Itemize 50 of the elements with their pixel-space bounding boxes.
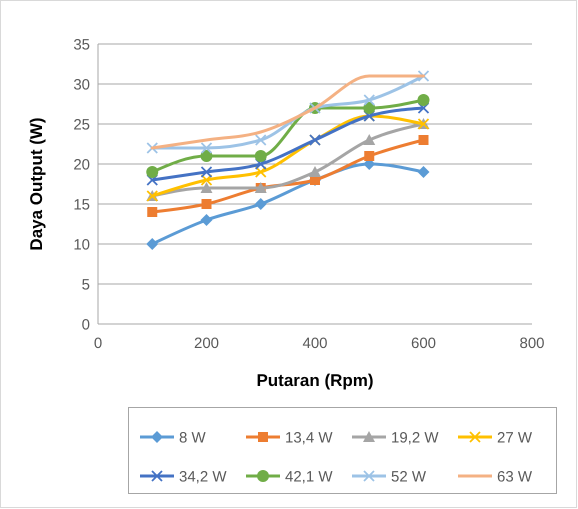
point	[254, 198, 267, 210]
legend-label: 19,2 W	[391, 429, 440, 446]
point	[254, 150, 267, 162]
y-tick-label: 25	[73, 116, 90, 134]
point	[418, 102, 430, 114]
x-tick-label: 600	[410, 335, 436, 352]
legend-label: 63 W	[497, 468, 533, 486]
legend-label: 13,4 W	[285, 429, 334, 446]
point	[147, 207, 158, 217]
point	[146, 166, 158, 178]
point	[200, 182, 212, 193]
point	[200, 142, 212, 154]
point	[418, 70, 430, 82]
point	[146, 238, 158, 250]
point	[200, 214, 212, 226]
y-axis-title: Daya Output (W)	[27, 117, 46, 251]
point	[254, 166, 267, 178]
point	[309, 166, 321, 177]
legend-label: 34,2 W	[179, 468, 228, 486]
x-tick-label: 200	[194, 335, 220, 352]
point	[363, 102, 376, 114]
point	[363, 134, 376, 145]
point	[418, 94, 430, 106]
point	[254, 158, 267, 170]
y-tick-label: 30	[73, 76, 90, 94]
point	[202, 199, 212, 209]
point	[418, 135, 428, 145]
x-axis-title: Putaran (Rpm)	[256, 371, 374, 390]
point	[146, 174, 158, 186]
point	[363, 94, 376, 106]
point	[200, 150, 212, 162]
y-tick-label: 10	[73, 236, 90, 254]
point	[364, 151, 374, 161]
point	[418, 166, 430, 178]
point	[254, 134, 267, 146]
y-tick-label: 0	[82, 316, 90, 334]
point	[200, 174, 212, 186]
x-tick-label: 400	[302, 335, 328, 352]
x-tick-label: 0	[94, 335, 102, 352]
x-tick-label: 800	[519, 335, 545, 352]
point	[146, 142, 158, 154]
legend-label: 42,1 W	[285, 468, 334, 486]
legend-label: 8 W	[179, 429, 207, 446]
point	[200, 166, 212, 178]
y-tick-label: 15	[73, 196, 90, 214]
legend-label: 52 W	[391, 468, 427, 486]
y-tick-label: 5	[82, 276, 90, 294]
y-tick-label: 35	[73, 36, 90, 54]
y-tick-label: 20	[73, 156, 90, 174]
legend-label: 27 W	[497, 429, 533, 446]
